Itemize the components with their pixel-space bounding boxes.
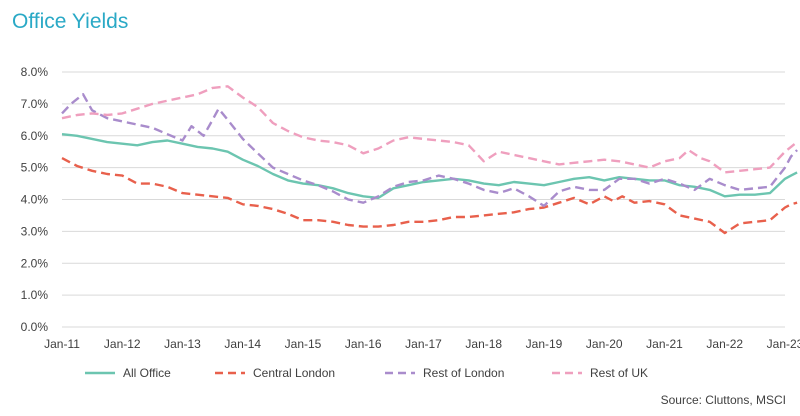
y-tick-label: 0.0% xyxy=(21,320,49,334)
legend-label: Central London xyxy=(253,366,335,380)
series-line-all-office xyxy=(61,133,798,200)
y-tick-label: 2.0% xyxy=(21,256,49,270)
x-tick-label: Jan-20 xyxy=(586,337,623,351)
y-tick-label: 3.0% xyxy=(21,224,49,238)
x-tick-label: Jan-15 xyxy=(285,337,322,351)
source-note: Source: Cluttons, MSCI xyxy=(660,393,786,407)
y-tick-label: 1.0% xyxy=(21,288,49,302)
x-tick-label: Jan-18 xyxy=(465,337,502,351)
y-tick-label: 4.0% xyxy=(21,193,49,207)
x-axis: Jan-11 Jan-12 Jan-13 Jan-14 Jan-15 Jan-16 Jan-… xyxy=(44,337,800,351)
series-line-central-london xyxy=(61,157,798,235)
x-tick-label: Jan-22 xyxy=(706,337,743,351)
series-lines xyxy=(61,85,798,235)
y-tick-label: 6.0% xyxy=(21,129,49,143)
x-tick-label: Jan-16 xyxy=(345,337,382,351)
y-tick-label: 7.0% xyxy=(21,97,49,111)
series-line-rest-of-uk xyxy=(61,85,798,174)
x-tick-label: Jan-12 xyxy=(104,337,141,351)
x-tick-label: Jan-21 xyxy=(646,337,683,351)
x-tick-label: Jan-19 xyxy=(526,337,563,351)
y-tick-label: 5.0% xyxy=(21,161,49,175)
gridlines xyxy=(62,71,785,328)
legend: All Office Central London Rest of London Re… xyxy=(85,366,648,380)
y-axis: 0.0% 1.0% 2.0% 3.0% 4.0% 5.0% 6.0% 7.0% 8.0% xyxy=(21,65,49,334)
x-tick-label: Jan-13 xyxy=(164,337,201,351)
x-tick-label: Jan-14 xyxy=(224,337,261,351)
x-tick-label: Jan-17 xyxy=(405,337,442,351)
legend-label: Rest of UK xyxy=(590,366,648,380)
x-tick-label: Jan-23 xyxy=(767,337,800,351)
chart-title: Office Yields xyxy=(12,10,129,33)
x-tick-label: Jan-11 xyxy=(44,337,80,351)
series-line-rest-of-london xyxy=(61,93,798,208)
y-tick-label: 8.0% xyxy=(21,65,49,79)
legend-label: Rest of London xyxy=(423,366,504,380)
legend-label: All Office xyxy=(123,366,171,380)
